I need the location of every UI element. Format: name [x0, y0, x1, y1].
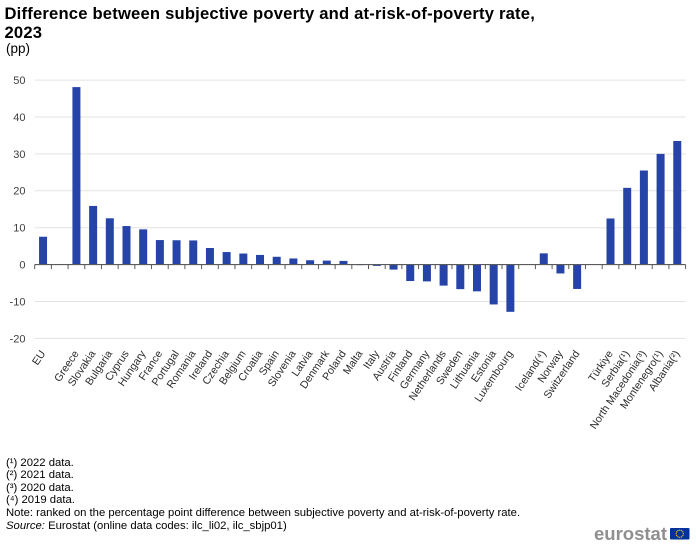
- svg-text:30: 30: [13, 149, 25, 161]
- svg-text:50: 50: [13, 75, 25, 87]
- svg-text:40: 40: [13, 112, 25, 124]
- svg-text:EU: EU: [30, 348, 48, 367]
- svg-text:20: 20: [13, 186, 25, 198]
- svg-text:10: 10: [13, 223, 25, 235]
- svg-text:-10: -10: [10, 296, 26, 308]
- svg-text:-20: -20: [10, 333, 26, 345]
- svg-text:eurostat: eurostat: [594, 523, 667, 544]
- svg-text:0: 0: [19, 260, 25, 272]
